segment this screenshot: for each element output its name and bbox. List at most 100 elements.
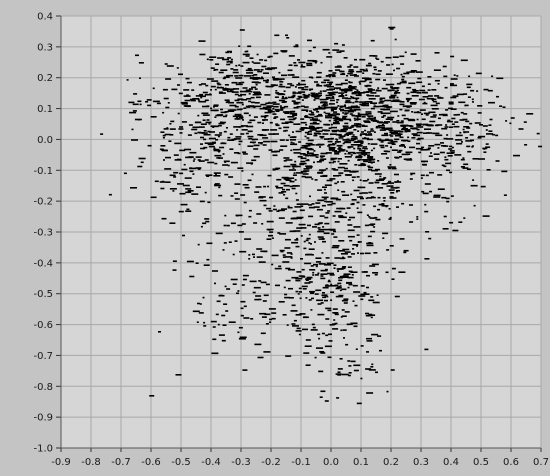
data-point [198, 160, 205, 162]
data-point [262, 119, 265, 122]
data-point [446, 120, 453, 123]
data-point [332, 91, 338, 94]
data-point [382, 237, 385, 239]
data-point [375, 73, 381, 76]
data-point [322, 186, 327, 188]
data-point [269, 102, 273, 104]
data-point [241, 81, 245, 84]
data-point [330, 114, 336, 117]
data-point [228, 88, 235, 90]
data-point [254, 102, 260, 104]
data-point [491, 75, 494, 78]
data-point [312, 226, 317, 228]
data-point [248, 100, 252, 103]
data-point [341, 315, 347, 317]
data-point [238, 140, 243, 143]
data-point [288, 177, 295, 179]
data-point [496, 77, 504, 80]
data-point [217, 124, 222, 127]
data-point [298, 141, 302, 143]
data-point [320, 269, 328, 272]
data-point [341, 373, 349, 376]
data-point [354, 164, 358, 166]
data-point [330, 106, 338, 109]
data-point [342, 112, 345, 114]
data-point [320, 152, 328, 155]
data-point [356, 89, 359, 91]
data-point [326, 84, 332, 86]
data-point [200, 136, 204, 139]
data-point [418, 98, 425, 101]
data-point [172, 190, 175, 192]
data-point [410, 91, 417, 94]
data-point [292, 167, 295, 169]
data-point [246, 72, 254, 74]
data-point [164, 63, 168, 65]
data-point [335, 287, 340, 290]
data-point [300, 205, 304, 207]
data-point [353, 369, 359, 372]
data-point [227, 88, 230, 90]
data-point [331, 126, 337, 129]
data-point [370, 128, 374, 130]
data-point [312, 326, 316, 329]
data-point [234, 183, 241, 185]
data-point [310, 92, 316, 95]
data-point [244, 186, 250, 189]
data-point [461, 141, 463, 143]
data-point [223, 160, 230, 163]
data-point [360, 104, 366, 106]
data-point [190, 99, 196, 102]
data-point [206, 119, 210, 121]
data-point [450, 78, 458, 80]
data-point [240, 93, 247, 96]
data-point [448, 101, 454, 104]
data-point [326, 75, 331, 77]
data-point [212, 326, 216, 328]
data-point [241, 284, 245, 286]
data-point [334, 182, 338, 185]
data-point [271, 254, 279, 257]
data-point [269, 231, 274, 233]
data-point [331, 109, 334, 112]
data-point [375, 89, 379, 91]
data-point [394, 92, 401, 94]
data-point [376, 58, 380, 60]
data-point [266, 105, 274, 107]
data-point [332, 161, 335, 164]
data-point [433, 196, 441, 198]
data-point [404, 51, 407, 54]
data-point [303, 240, 306, 243]
data-point [367, 165, 371, 168]
data-point [310, 111, 314, 114]
data-point [174, 159, 182, 161]
data-point [379, 349, 382, 352]
data-point [338, 294, 344, 297]
data-point [450, 195, 454, 197]
data-point [426, 124, 434, 127]
data-point [329, 133, 337, 135]
data-point [331, 129, 339, 132]
data-point [266, 207, 272, 210]
data-point [365, 111, 372, 113]
data-point [247, 67, 252, 70]
data-point [292, 164, 295, 166]
data-point [356, 125, 362, 128]
data-point [152, 100, 160, 103]
data-point [232, 71, 239, 74]
data-point [411, 127, 418, 130]
data-point [445, 109, 449, 111]
data-point [452, 95, 459, 97]
data-point [339, 70, 345, 73]
data-point [331, 202, 336, 205]
data-point [404, 146, 406, 148]
data-point [209, 56, 217, 58]
data-point [354, 58, 357, 61]
data-point [230, 222, 236, 225]
data-point [421, 146, 425, 149]
data-point [391, 267, 396, 270]
data-point [496, 95, 499, 98]
data-point [395, 134, 401, 137]
data-point [323, 111, 326, 114]
data-point [285, 86, 291, 89]
